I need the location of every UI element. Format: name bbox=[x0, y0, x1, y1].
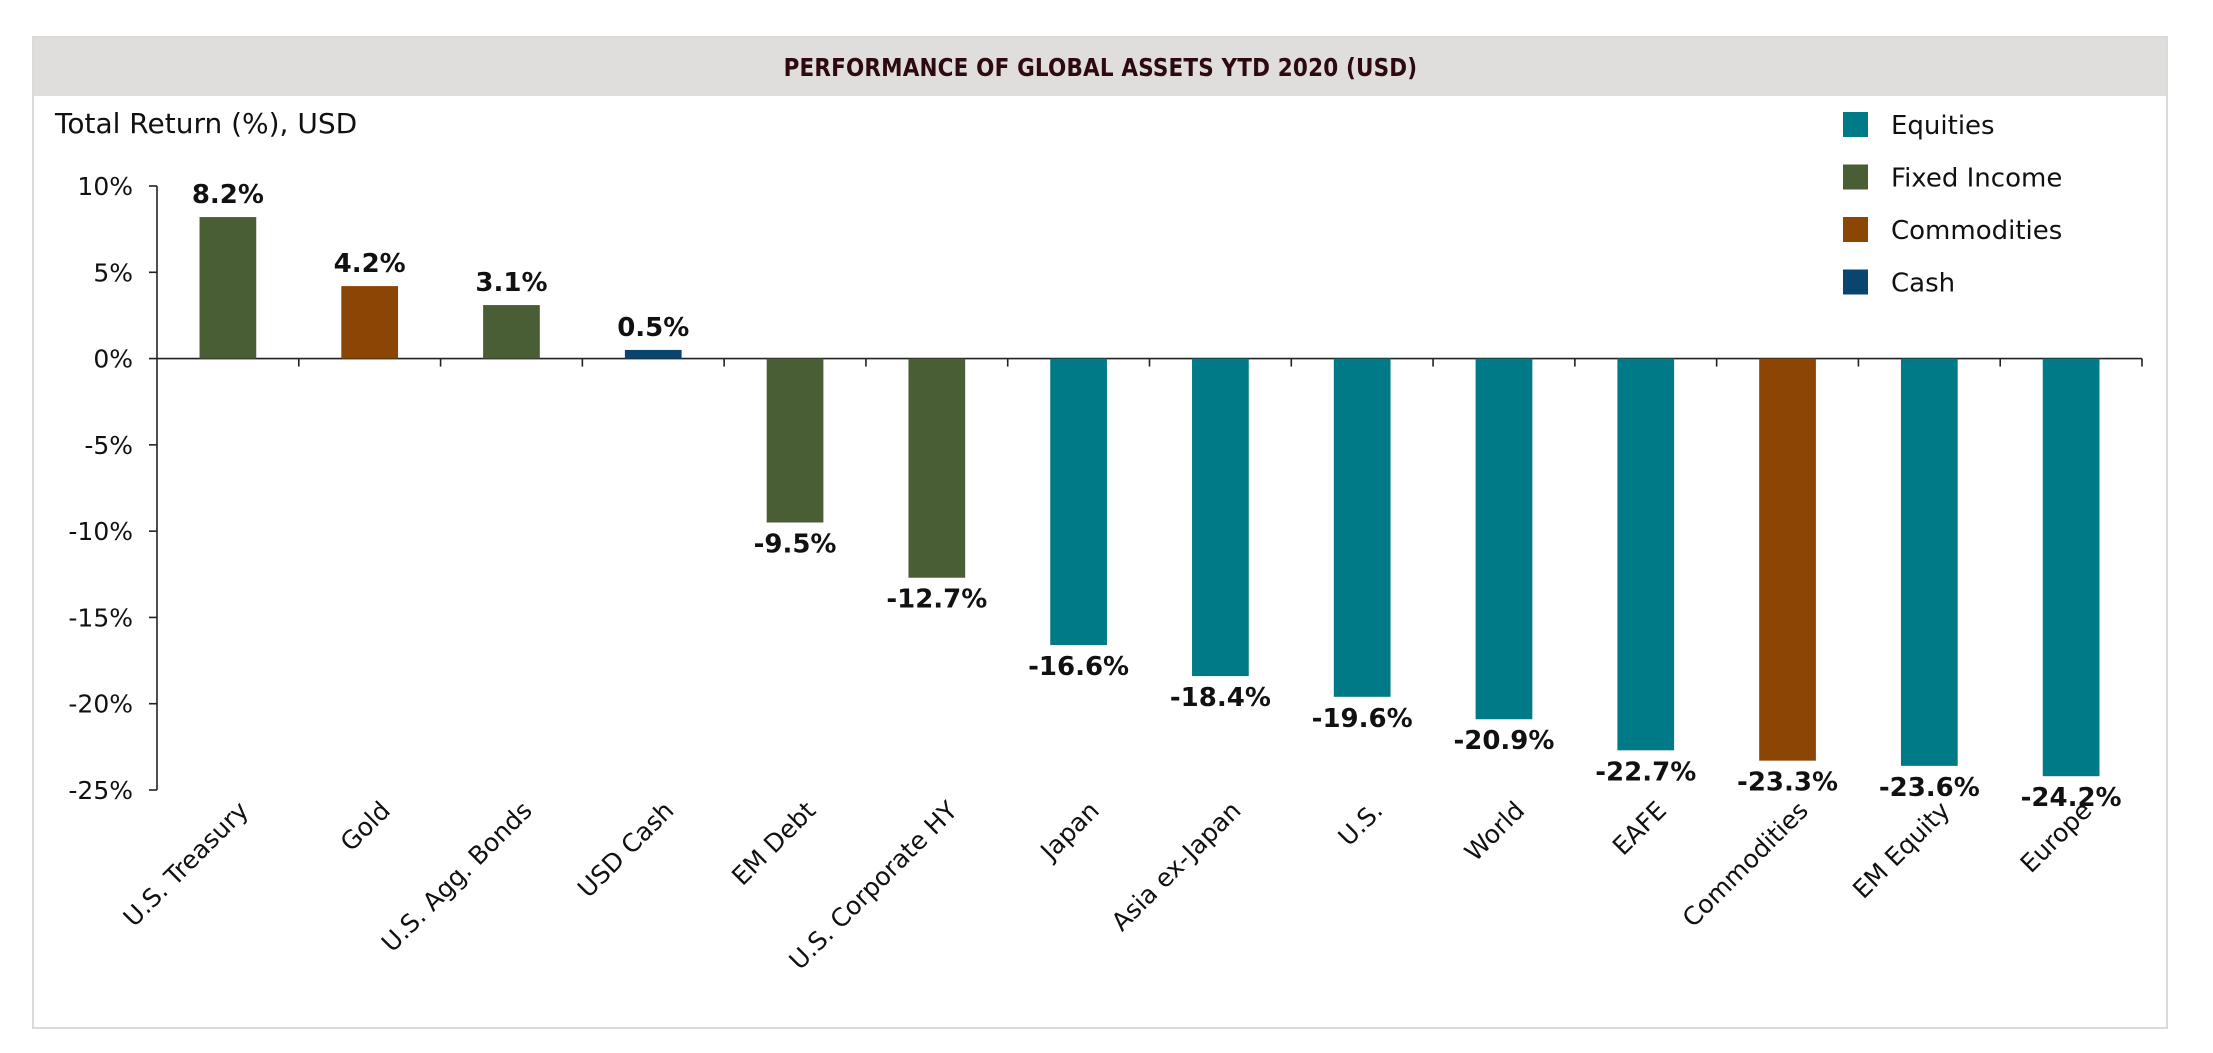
legend-swatch bbox=[1843, 164, 1868, 190]
data-label: -16.6% bbox=[1028, 652, 1129, 682]
bar bbox=[199, 217, 257, 359]
data-label: -18.4% bbox=[1170, 683, 1271, 713]
y-tick-label: -15% bbox=[68, 603, 133, 632]
bar bbox=[624, 349, 682, 359]
category-label: Gold bbox=[335, 796, 396, 857]
legend-label: Equities bbox=[1891, 111, 1995, 141]
data-label: 4.2% bbox=[334, 249, 406, 279]
data-label: 3.1% bbox=[475, 268, 547, 298]
bar bbox=[1617, 358, 1675, 751]
y-tick-label: -5% bbox=[84, 431, 133, 460]
y-axis-title: Total Return (%), USD bbox=[54, 107, 357, 140]
bar bbox=[1759, 358, 1816, 761]
legend-label: Cash bbox=[1891, 269, 1955, 299]
bar bbox=[341, 286, 399, 359]
y-tick-label: -20% bbox=[68, 690, 133, 719]
bar bbox=[1192, 358, 1249, 677]
category-label: Asia ex-Japan bbox=[1106, 796, 1247, 937]
bar bbox=[483, 305, 540, 359]
data-label: -24.2% bbox=[2021, 783, 2122, 813]
data-label: -22.7% bbox=[1595, 757, 1696, 787]
category-label: World bbox=[1459, 796, 1530, 867]
bars bbox=[199, 217, 2100, 777]
category-label: EM Debt bbox=[726, 796, 821, 891]
y-tick-label: 0% bbox=[93, 345, 133, 374]
category-label: EAFE bbox=[1607, 796, 1672, 861]
chart-title: PERFORMANCE OF GLOBAL ASSETS YTD 2020 (U… bbox=[783, 52, 1417, 82]
data-label: 8.2% bbox=[192, 180, 264, 210]
category-label: EM Equity bbox=[1847, 796, 1956, 905]
bar bbox=[908, 358, 966, 578]
axes: 10% 5% 0% -5% -10% -15% -20% -25% bbox=[68, 172, 2143, 805]
bar bbox=[1050, 358, 1107, 646]
bar bbox=[766, 358, 824, 523]
data-labels: 8.2% 4.2% 3.1% 0.5% -9.5% -12.7% -16.6% -18.4% -… bbox=[192, 180, 2122, 813]
legend: Equities Fixed Income Commodities Cash bbox=[1843, 111, 2062, 299]
legend-swatch bbox=[1843, 217, 1868, 242]
y-tick-label: 5% bbox=[93, 258, 133, 287]
y-tick-label: -10% bbox=[68, 517, 133, 546]
category-label: U.S. bbox=[1333, 796, 1389, 852]
data-label: -20.9% bbox=[1453, 726, 1554, 756]
data-label: -19.6% bbox=[1312, 704, 1413, 734]
bar bbox=[2042, 358, 2100, 777]
category-label: USD Cash bbox=[572, 796, 679, 903]
category-label: Commodities bbox=[1677, 796, 1814, 933]
data-label: -23.3% bbox=[1737, 768, 1838, 798]
category-label: U.S. Treasury bbox=[118, 796, 255, 933]
category-label: Japan bbox=[1034, 796, 1105, 867]
legend-swatch bbox=[1843, 269, 1868, 295]
y-tick-label: 10% bbox=[77, 172, 133, 201]
legend-label: Commodities bbox=[1891, 216, 2062, 246]
legend-label: Fixed Income bbox=[1891, 164, 2062, 194]
data-label: -23.6% bbox=[1879, 773, 1980, 803]
data-label: -12.7% bbox=[886, 585, 987, 615]
category-label: U.S. Agg. Bonds bbox=[376, 796, 538, 958]
bar bbox=[1900, 358, 1958, 766]
bar bbox=[1333, 358, 1391, 697]
y-tick-label: -25% bbox=[68, 776, 133, 805]
bar bbox=[1475, 358, 1533, 720]
data-label: -9.5% bbox=[754, 530, 837, 560]
data-label: 0.5% bbox=[617, 313, 689, 343]
chart-header: PERFORMANCE OF GLOBAL ASSETS YTD 2020 (U… bbox=[34, 38, 2166, 96]
legend-swatch bbox=[1843, 112, 1868, 137]
